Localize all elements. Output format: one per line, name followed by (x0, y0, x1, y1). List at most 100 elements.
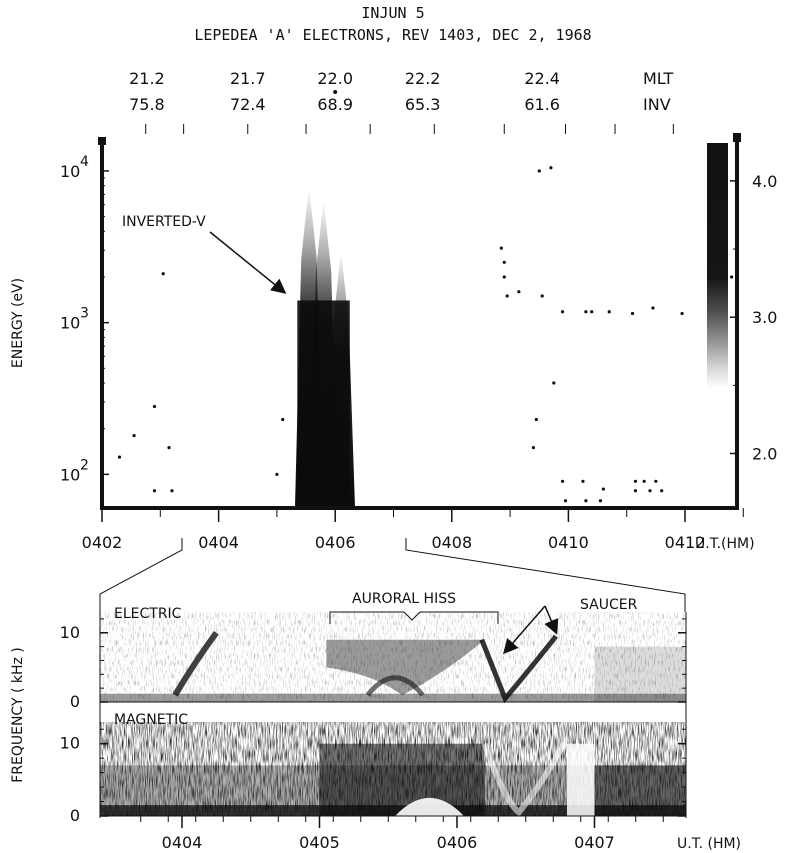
count-dot (505, 294, 509, 298)
energy-axis-label: ENERGY (eV) (10, 278, 26, 368)
count-dot (161, 272, 165, 276)
vlf-x-tick-label: 0407 (574, 833, 615, 852)
count-dot (581, 479, 585, 483)
hiss-funnel (365, 675, 425, 697)
electric-panel-label: ELECTRIC (114, 606, 182, 622)
magnetic-spectrogram (100, 722, 686, 817)
left-axis-cap (98, 137, 106, 145)
magnetic-late-band (594, 765, 686, 816)
vlf-y-ticks: 0 10 0 10 (60, 618, 686, 825)
top-axis-value: 65.3 (405, 95, 441, 114)
energy-y-tick-exponent: 3 (80, 306, 89, 322)
count-dot (584, 499, 588, 503)
saucer-arrow-1 (503, 605, 546, 655)
vlf-x-tick-label: 0404 (162, 833, 203, 852)
count-dot (167, 446, 171, 450)
magnetic-funnel-gap (395, 797, 464, 816)
vlf-time-axis-unit: U.T. (HM) (677, 836, 741, 852)
count-dot (152, 489, 157, 493)
scattered-counts (117, 166, 734, 503)
frequency-axis-label: FREQUENCY ( kHz ) (10, 647, 26, 783)
time-x-tick-label: 0406 (315, 533, 356, 552)
time-x-tick-label: 0408 (431, 533, 472, 552)
time-x-tick-label: 0402 (82, 533, 123, 552)
count-dot (633, 489, 638, 493)
top-axis-value: 61.6 (524, 95, 560, 114)
count-dot (584, 310, 588, 314)
top-axis-value: 21.2 (129, 69, 165, 88)
top-axis-value: 22.2 (405, 69, 441, 88)
count-dot (537, 169, 541, 173)
count-dot (152, 404, 157, 409)
count-dot (502, 275, 506, 279)
magnetic-panel-label: MAGNETIC (114, 712, 188, 728)
top-axis-dot (333, 90, 338, 94)
electric-rising-tone (172, 630, 219, 697)
electric-y-tick-label: 10 (60, 623, 80, 642)
inverted-v-core (297, 300, 350, 508)
magnetic-dropout (567, 743, 595, 816)
top-axis-value: 75.8 (129, 95, 165, 114)
magnetic-hiss-region (319, 743, 485, 816)
time-x-tick-label: 0404 (198, 533, 239, 552)
count-dot (531, 446, 536, 450)
count-dot (730, 275, 734, 279)
low-frequency-band (100, 693, 686, 702)
colorbar-tick-label: 3.0 (752, 308, 777, 327)
count-dot (607, 310, 611, 314)
vlf-x-tick-label: 0406 (437, 833, 478, 852)
inverted-v-features (294, 185, 356, 509)
colorbar-tick-label: 2.0 (752, 444, 777, 463)
top-axis: 21.2 21.7 22.0 22.2 22.4 MLT 75.8 72.4 68.9 65.3 6… (129, 69, 674, 134)
count-dot (633, 479, 638, 483)
count-dot (654, 479, 658, 483)
top-axis-row-label: MLT (643, 69, 674, 88)
auroral-hiss-bracket (329, 611, 499, 624)
top-axis-value: 22.4 (524, 69, 560, 88)
count-dot (651, 306, 655, 310)
electric-spectrogram (100, 612, 686, 704)
top-axis-value: 72.4 (230, 95, 266, 114)
count-dot (502, 260, 506, 264)
energy-y-tick-exponent: 4 (80, 154, 89, 170)
zoom-connectors (99, 538, 686, 612)
count-dot (117, 455, 122, 459)
magnetic-saucer-gap (481, 742, 567, 817)
electric-y-tick-label: 0 (70, 692, 80, 711)
count-dot (648, 489, 652, 493)
inverted-v-label: INVERTED-V (122, 214, 206, 230)
count-dot (281, 417, 285, 422)
count-dot (132, 434, 136, 438)
chart-title: INJUN 5 (361, 4, 424, 22)
count-dot (499, 246, 503, 250)
electric-features (100, 630, 686, 704)
top-axis-value: 22.0 (317, 69, 353, 88)
magnetic-y-tick-label: 0 (70, 806, 80, 825)
colorbar-tick-label: 4.0 (752, 172, 777, 191)
top-axis-value: 21.7 (230, 69, 266, 88)
vlf-x-ticks: 0404 0405 0406 0407 (140, 816, 664, 852)
saucer-shape (479, 634, 558, 704)
top-axis-value: 68.9 (317, 95, 353, 114)
vlf-x-tick-label: 0405 (299, 833, 340, 852)
time-x-ticks: 0402 0404 0406 0408 0410 0412 (82, 508, 744, 552)
auroral-hiss-band (326, 639, 485, 696)
chart-subtitle: LEPEDEA 'A' ELECTRONS, REV 1403, DEC 2, … (194, 26, 591, 44)
inverted-v-arrow (209, 231, 287, 294)
count-dot (534, 417, 538, 422)
saucer-arrow-2 (544, 605, 559, 635)
late-broadband (594, 646, 686, 702)
count-dot (601, 487, 605, 491)
energy-y-tick-label: 10 (60, 314, 80, 333)
energy-y-tick-label: 10 (60, 465, 80, 484)
right-axis-cap (733, 133, 741, 142)
count-dot (642, 479, 646, 483)
count-dot (275, 472, 279, 476)
colorbar-ticks: 4.0 3.0 2.0 (730, 172, 777, 463)
count-dot (563, 499, 568, 503)
energy-y-tick-label: 10 (60, 162, 80, 181)
top-axis-row-label: INV (643, 95, 671, 114)
